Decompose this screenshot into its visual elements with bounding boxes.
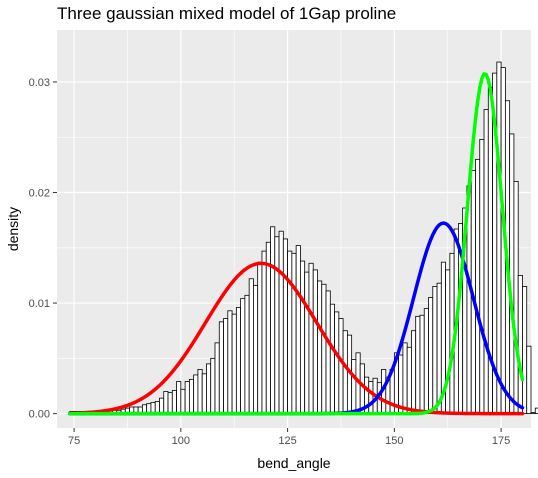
histogram-bar xyxy=(282,238,288,415)
histogram-bar xyxy=(176,381,182,415)
histogram-bar xyxy=(423,308,429,415)
histogram-bar xyxy=(214,342,220,415)
histogram-bar xyxy=(240,298,246,415)
histogram-bar xyxy=(248,278,254,415)
histogram-bar xyxy=(530,412,536,415)
histogram-bar xyxy=(329,303,335,415)
x-tick-label: 150 xyxy=(385,435,403,447)
histogram-bar xyxy=(325,290,331,415)
histogram-bar xyxy=(432,286,438,415)
histogram-bar xyxy=(201,373,207,415)
histogram-bar xyxy=(436,282,442,415)
axes: 75 100 125 150 175 0.00 0.01 0.02 0.03 xyxy=(29,77,511,447)
histogram-bar xyxy=(180,388,186,415)
y-axis-title: density xyxy=(5,207,21,251)
histogram-bar xyxy=(419,314,425,415)
histogram-bar xyxy=(206,363,212,415)
gaussian-curve-1 xyxy=(68,261,525,416)
histogram-bar xyxy=(479,139,485,415)
histogram-bar xyxy=(291,252,297,415)
histogram-bar xyxy=(406,346,412,415)
histogram-bar xyxy=(265,241,271,415)
histogram-bar xyxy=(398,354,404,415)
histogram-bar xyxy=(188,378,195,415)
histogram-bar xyxy=(253,284,259,415)
histogram-bar xyxy=(522,286,528,415)
histogram-bar xyxy=(321,283,327,415)
histogram-bar xyxy=(270,226,276,415)
histogram-bar xyxy=(287,250,293,415)
histogram-bar xyxy=(351,359,357,415)
histogram-bar xyxy=(261,250,267,415)
gaussian-curve-3 xyxy=(68,72,525,416)
histogram-bar xyxy=(154,401,160,415)
histogram-bar xyxy=(445,269,451,415)
histogram-bar xyxy=(312,269,318,415)
y-tick-label: 0.00 xyxy=(29,409,50,421)
histogram-bar xyxy=(274,236,280,415)
x-tick-label: 125 xyxy=(278,435,296,447)
histogram-bar xyxy=(278,230,284,415)
x-tick-label: 75 xyxy=(68,435,80,447)
x-tick-label: 100 xyxy=(172,435,190,447)
y-tick-label: 0.01 xyxy=(29,298,50,310)
histogram-bar xyxy=(300,260,306,415)
histogram-bar xyxy=(308,262,314,415)
histogram-bar xyxy=(338,318,344,415)
histogram-bar xyxy=(167,392,173,415)
histogram-bar xyxy=(534,407,538,415)
x-tick-label: 175 xyxy=(492,435,510,447)
histogram-bar xyxy=(184,381,190,415)
histogram-bar xyxy=(197,369,203,415)
gaussian-curves xyxy=(68,72,525,416)
histogram-bar xyxy=(526,345,532,415)
histogram-bar xyxy=(244,294,250,415)
histogram-bar xyxy=(411,330,417,415)
histogram-bar xyxy=(334,311,340,415)
histogram-bar xyxy=(402,342,408,415)
histogram-bar xyxy=(223,318,229,415)
histogram-bar xyxy=(342,330,348,415)
y-tick-label: 0.02 xyxy=(29,188,50,200)
histogram-bar xyxy=(475,158,481,415)
histogram-bar xyxy=(517,275,523,415)
histogram-bar xyxy=(235,307,242,415)
histogram-bar xyxy=(483,109,489,415)
histogram-bar xyxy=(218,321,224,415)
histogram-bar xyxy=(257,261,263,415)
histogram-bar xyxy=(163,391,169,415)
histogram-bar xyxy=(295,245,301,415)
histogram-bar xyxy=(368,381,374,415)
histogram-bar xyxy=(227,310,233,415)
histogram-bar xyxy=(496,61,502,415)
histogram-bar xyxy=(509,133,515,415)
y-tick-label: 0.03 xyxy=(29,77,50,89)
histogram-bar xyxy=(415,315,421,415)
histogram-bar xyxy=(428,297,434,415)
histogram-bar xyxy=(231,313,237,415)
histogram-bar xyxy=(210,357,216,415)
histogram-bar xyxy=(304,271,310,415)
histogram-bar xyxy=(317,280,323,415)
x-axis-title: bend_angle xyxy=(257,455,330,471)
histogram-bar xyxy=(193,374,199,415)
histogram-bar xyxy=(171,390,177,415)
histogram-bar xyxy=(513,181,519,415)
chart-title: Three gaussian mixed model of 1Gap proli… xyxy=(57,4,397,23)
histogram-bar xyxy=(159,397,165,415)
